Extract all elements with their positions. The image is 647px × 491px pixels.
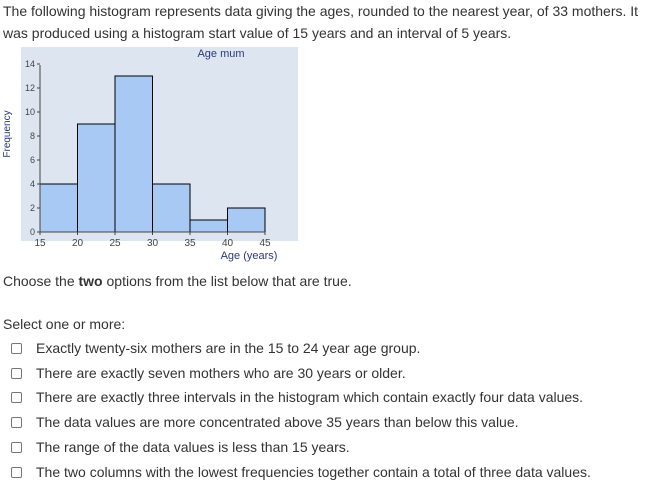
x-tick-label: 20 bbox=[72, 238, 84, 249]
option-label[interactable]: There are exactly three intervals in the… bbox=[36, 389, 584, 405]
option-row[interactable]: The two columns with the lowest frequenc… bbox=[11, 461, 591, 483]
histogram-bar bbox=[189, 219, 228, 233]
option-label[interactable]: Exactly twenty-six mothers are in the 15… bbox=[36, 340, 421, 356]
option-row[interactable]: Exactly twenty-six mothers are in the 15… bbox=[11, 337, 420, 359]
y-tick-label: 6 bbox=[30, 155, 35, 165]
option-row[interactable]: The range of the data values is less tha… bbox=[11, 436, 350, 458]
histogram-bar bbox=[77, 123, 116, 233]
option-label[interactable]: The range of the data values is less tha… bbox=[36, 439, 350, 455]
option-checkbox[interactable] bbox=[11, 342, 22, 354]
x-tick-label: 15 bbox=[34, 238, 46, 249]
chart-title: Age mum bbox=[197, 48, 244, 60]
x-tick-label: 35 bbox=[184, 238, 196, 249]
option-checkbox[interactable] bbox=[11, 391, 22, 403]
x-tick-label: 25 bbox=[109, 238, 121, 249]
x-tick-label: 45 bbox=[259, 238, 271, 249]
x-tick-label: 30 bbox=[147, 238, 159, 249]
option-row[interactable]: The data values are more concentrated ab… bbox=[11, 411, 519, 433]
y-tick-label: 0 bbox=[30, 227, 35, 237]
histogram-bar bbox=[152, 183, 191, 233]
y-tick-label: 2 bbox=[30, 203, 35, 213]
y-tick-label: 14 bbox=[25, 59, 35, 69]
x-axis-label: Age (years) bbox=[221, 250, 278, 262]
option-row[interactable]: There are exactly three intervals in the… bbox=[11, 386, 583, 408]
histogram-chart: Age mum 0 2 4 6 8 10 12 14 15 20 25 30 35 40 45 Age (yea… bbox=[0, 44, 300, 271]
histogram-bar bbox=[227, 207, 266, 233]
y-tick-label: 12 bbox=[25, 83, 35, 93]
option-checkbox[interactable] bbox=[11, 416, 22, 428]
option-checkbox[interactable] bbox=[11, 466, 22, 478]
select-label: Select one or more: bbox=[3, 316, 126, 332]
instruction-text-start: Choose the bbox=[3, 273, 79, 289]
histogram-bar bbox=[39, 183, 78, 233]
instruction-text-end: options from the list below that are tru… bbox=[102, 273, 352, 289]
y-tick-label: 4 bbox=[30, 179, 35, 189]
y-axis-label: Frequency bbox=[2, 110, 13, 157]
question-line-1: The following histogram represents data … bbox=[3, 3, 639, 19]
x-tick-label: 40 bbox=[222, 238, 234, 249]
instruction-emphasis: two bbox=[78, 273, 103, 289]
option-label[interactable]: The two columns with the lowest frequenc… bbox=[36, 464, 591, 480]
instruction-text: Choose the two options from the list bel… bbox=[3, 271, 352, 291]
option-checkbox[interactable] bbox=[11, 367, 22, 379]
y-tick-label: 8 bbox=[30, 131, 35, 141]
option-label[interactable]: The data values are more concentrated ab… bbox=[36, 414, 519, 430]
y-tick-label: 10 bbox=[25, 107, 35, 117]
histogram-bar bbox=[114, 75, 153, 233]
option-row[interactable]: There are exactly seven mothers who are … bbox=[11, 362, 406, 384]
question-line-2: was produced using a histogram start val… bbox=[3, 25, 512, 41]
option-checkbox[interactable] bbox=[11, 441, 22, 453]
question-text: The following histogram represents data … bbox=[3, 0, 643, 44]
option-label[interactable]: There are exactly seven mothers who are … bbox=[36, 365, 406, 381]
